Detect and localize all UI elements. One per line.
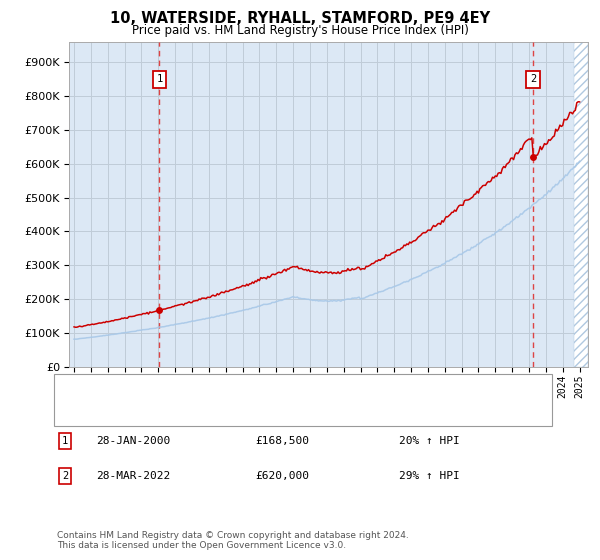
Text: Contains HM Land Registry data © Crown copyright and database right 2024.
This d: Contains HM Land Registry data © Crown c… bbox=[57, 530, 409, 550]
Text: 10, WATERSIDE, RYHALL, STAMFORD, PE9 4EY: 10, WATERSIDE, RYHALL, STAMFORD, PE9 4EY bbox=[110, 11, 490, 26]
Text: 20% ↑ HPI: 20% ↑ HPI bbox=[399, 436, 460, 446]
Bar bbox=[574, 42, 588, 367]
Text: ——: —— bbox=[64, 416, 85, 426]
Text: £620,000: £620,000 bbox=[255, 471, 309, 481]
Text: 1: 1 bbox=[157, 74, 163, 84]
Text: 28-MAR-2022: 28-MAR-2022 bbox=[96, 471, 170, 481]
Text: £168,500: £168,500 bbox=[255, 436, 309, 446]
Bar bbox=[574, 42, 588, 367]
Text: 29% ↑ HPI: 29% ↑ HPI bbox=[399, 471, 460, 481]
Text: HPI: Average price, detached house, Rutland: HPI: Average price, detached house, Rutl… bbox=[89, 416, 369, 426]
Text: 10, WATERSIDE, RYHALL, STAMFORD, PE9 4EY (detached house): 10, WATERSIDE, RYHALL, STAMFORD, PE9 4EY… bbox=[89, 384, 460, 394]
Text: 1: 1 bbox=[62, 436, 68, 446]
Text: 28-JAN-2000: 28-JAN-2000 bbox=[96, 436, 170, 446]
Text: ——: —— bbox=[64, 384, 85, 394]
Text: Price paid vs. HM Land Registry's House Price Index (HPI): Price paid vs. HM Land Registry's House … bbox=[131, 24, 469, 37]
Text: 2: 2 bbox=[530, 74, 536, 84]
Text: 2: 2 bbox=[62, 471, 68, 481]
